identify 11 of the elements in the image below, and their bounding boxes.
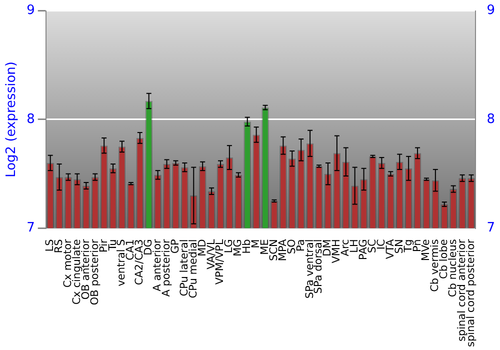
x-tick-label: spinal cord posterior — [464, 238, 477, 348]
y-tick-label: 9 — [26, 3, 35, 18]
x-tick-label: Tg — [402, 239, 414, 254]
y2-tick-label: 7 — [486, 220, 496, 236]
x-tick-label: OB posterior — [88, 238, 101, 306]
y2-tick-label: 9 — [486, 3, 496, 18]
y-tick-label: 8 — [26, 112, 35, 127]
x-tick-label: Pa — [294, 239, 307, 252]
y-tick-label: 7 — [26, 220, 35, 236]
y2-tick-label: 8 — [486, 112, 496, 127]
y-axis-title: Log2 (expression) — [4, 62, 20, 178]
